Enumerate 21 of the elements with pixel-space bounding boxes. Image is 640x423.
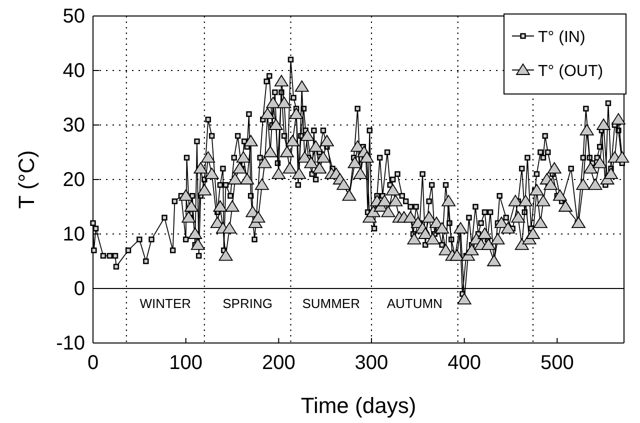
x-tick-label: 300 [354, 352, 388, 374]
y-tick-label: 10 [62, 223, 85, 246]
annotation: SPRING [222, 296, 272, 311]
x-tick-label: 400 [448, 352, 482, 374]
y-tick-label: 50 [62, 5, 85, 28]
annotation: SUMMER [302, 296, 360, 311]
x-tick-label: 200 [262, 352, 296, 374]
x-tick-label: 0 [87, 352, 99, 374]
legend-label: T° (OUT) [538, 63, 604, 80]
y-tick-label: -10 [56, 332, 85, 354]
y-tick-label: 0 [74, 278, 85, 300]
y-tick-label: 30 [62, 114, 85, 136]
annotation: AUTUMN [386, 296, 442, 311]
x-tick-label: 500 [540, 352, 574, 374]
y-axis-title: T (°C) [14, 150, 39, 209]
x-tick-label: 100 [169, 352, 203, 374]
x-axis-title: Time (days) [300, 393, 416, 418]
y-tick-label: 20 [62, 168, 85, 191]
y-tick-label: 40 [62, 60, 85, 82]
legend-label: T° (IN) [538, 29, 586, 46]
annotation: WINTER [140, 296, 192, 311]
